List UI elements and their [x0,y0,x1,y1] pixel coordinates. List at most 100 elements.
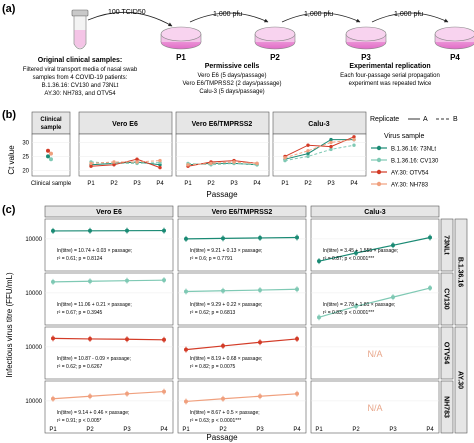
c-col-strip-label: Calu-3 [364,209,386,216]
arrow-step-4 [371,12,449,23]
panel-a: (a) 100 TCID50 1,000 pfu 1,000 pfu 1,000… [2,3,474,97]
c-panel-box [310,272,440,326]
b-xtick-p3: P3 [327,181,335,187]
b-ytick-30: 30 [22,140,29,146]
legend-virus-title: Virus sample [384,133,424,140]
b-xtick-p2: P2 [110,181,118,187]
c-row-strip-label: CV130 [443,288,450,310]
plot-b-vero [78,133,173,177]
c-ytick: 10000 [25,291,42,297]
legend-replicate-a: A [423,116,428,123]
b-point [209,161,213,166]
c-panel-box [44,380,174,434]
c-xtick: P4 [426,427,434,433]
c-ytick: 10000 [25,237,42,243]
panel-c: (c) Infectious virus titre (FFU/mL) Vero… [2,204,468,442]
c-xtick: P3 [389,427,397,433]
c-regression-stats: r² = 0.6; p = 0.7791 [190,256,233,262]
b-ytick-20: 20 [22,168,29,174]
c-xtick: P2 [86,427,94,433]
c-col-strip-label: Vero E6/TMPRSS2 [212,209,273,216]
b-point [283,158,287,163]
b-xtick-p3: P3 [230,181,238,187]
c-col-strip [310,205,440,218]
b-point [89,161,93,166]
c-regression-stats: r² = 0.87; p < 0.0001*** [323,256,374,262]
legend-b: Replicate A B Virus sample B.1.36.16: 73… [370,116,458,189]
permissive-cells-title: Permissive cells [205,63,260,70]
c-regression-eq: ln(titre) = 8.67 + 0.5 × passage; [190,410,260,416]
c-panel-box [177,326,307,380]
arrow-step-1 [87,11,173,27]
c-xtick: P2 [219,427,227,433]
strip-clinical-label-1: Clinical [40,117,62,123]
b-clinical-point [49,151,53,156]
b-clinical-point [46,154,50,159]
c-ytick: 10000 [25,399,42,405]
c-regression-eq: ln(titre) = 10.87 - 0.09 × passage; [57,356,131,362]
c-panel-box [310,380,440,434]
cells-line-2: Vero E6/TMPRSS2 (2 days/passage) [182,81,281,87]
c-regression-stats: r² = 0.62; p = 0.6813 [190,310,236,316]
b-point [306,143,310,147]
b-series-line [284,136,355,157]
b-point [352,143,356,147]
b-point [112,160,116,164]
b-point [112,163,116,167]
b-point [306,149,310,153]
dish-p4 [434,26,474,50]
c-row-strip-label: NH783 [443,396,450,418]
ct-axis-label: Ct value [7,145,16,175]
legend-virus-label: AY.30: OTV54 [391,171,429,177]
c-group-strip-label: AY.30 [457,371,464,389]
b-clinical-point [46,148,50,153]
c-group-strip [454,218,468,326]
passage-arrows: 100 TCID50 1,000 pfu 1,000 pfu 1,000 pfu [87,9,449,27]
panel-b-letter: (b) [2,109,16,121]
c-row-strip-label: 73NLt [443,235,450,255]
legend-virus-marker [376,181,382,187]
b-point [329,137,333,142]
b-series-line [187,161,258,166]
c-na-label: N/A [367,349,382,359]
culture-dishes: P1 P2 P3 P4 [160,26,474,62]
c-panel-box [177,272,307,326]
dish-label-p2: P2 [270,53,280,62]
strip-vero-label: Vero E6 [112,121,138,128]
arrow-step-2 [189,12,269,23]
legend-virus-marker [376,145,382,151]
c-regression-stats: r² = 0.83; p < 0.0001*** [323,310,374,316]
c-regression-stats: r² = 0.61; p = 0.8124 [57,256,103,262]
clinical-line-1: Filtered viral transport media of nasal … [23,67,138,73]
b-point [352,137,356,142]
b-xtick-p4: P4 [253,181,261,187]
c-panel-box [44,218,174,272]
b-xtick-clinical: Clinical sample [31,181,72,187]
plot-b-vero-tmprss2 [175,133,270,177]
panel-c-letter: (c) [2,204,16,216]
legend-virus-label: B.1.36.16: 73NLt [391,147,436,153]
c-regression-stats: r² = 0.63; p < 0.0001*** [190,418,241,424]
c-ytick: 10000 [25,345,42,351]
legend-virus-marker [376,157,382,163]
c-xtick: P4 [293,427,301,433]
b-xtick-p3: P3 [133,181,141,187]
c-col-strip [44,205,174,218]
b-series-line [284,144,355,162]
b-x-axis-label: Passage [206,190,238,199]
b-xtick-p1: P1 [184,181,192,187]
legend-replicate-b: B [453,116,458,123]
step-label-3: 1,000 pfu [304,11,333,18]
b-xtick-p2: P2 [304,181,312,187]
strip-clinical-label-2: sample [41,125,62,131]
c-row-strip [440,326,454,380]
b-point [329,144,333,149]
c-na-label: N/A [367,403,382,413]
b-xtick-p1: P1 [87,181,95,187]
b-xtick-p4: P4 [156,181,164,187]
c-regression-eq: ln(titre) = 8.19 + 0.68 × passage; [190,356,262,362]
sample-tube-icon [71,9,89,50]
c-panel-box [310,218,440,272]
b-point [255,161,259,166]
c-fit-line [185,288,298,293]
